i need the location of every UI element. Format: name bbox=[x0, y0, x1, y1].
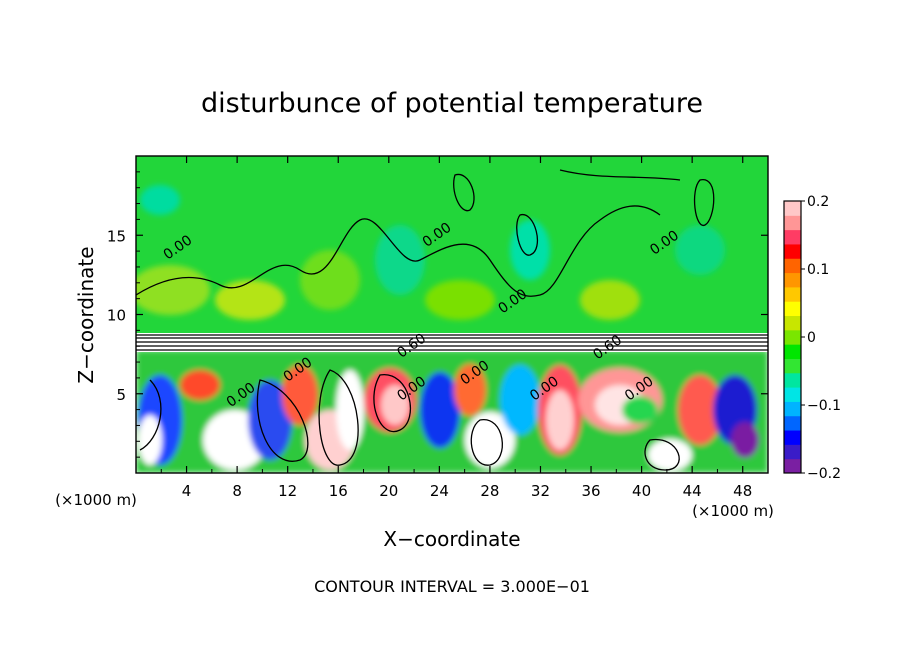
heatmap-field bbox=[136, 156, 768, 473]
colorbar-swatch bbox=[784, 286, 801, 302]
colorbar-swatch bbox=[784, 315, 801, 331]
colorbar-swatch bbox=[784, 358, 801, 374]
x-tick-label: 4 bbox=[182, 482, 192, 500]
colorbar-swatch bbox=[784, 258, 801, 274]
colorbar-tick-label: −0.1 bbox=[807, 398, 841, 414]
colorbar-swatch bbox=[784, 201, 801, 216]
x-tick-label: 16 bbox=[329, 482, 348, 500]
turbulence-blob bbox=[546, 390, 574, 450]
x-unit-left: (×1000 m) bbox=[55, 491, 137, 509]
colorbar-swatch bbox=[784, 430, 801, 445]
turbulence-blob bbox=[282, 365, 318, 425]
turbulence-blob bbox=[420, 372, 460, 448]
x-tick-label: 48 bbox=[733, 482, 752, 500]
colorbar-swatch bbox=[784, 272, 801, 288]
colorbar-swatch bbox=[784, 301, 801, 317]
colorbar-swatch bbox=[784, 458, 801, 474]
turbulence-blob bbox=[678, 375, 722, 445]
contour-lines bbox=[136, 169, 715, 471]
colorbar-swatch bbox=[784, 229, 801, 245]
colorbar-tick-label: 0.2 bbox=[807, 194, 829, 210]
x-axis-label: X−coordinate bbox=[383, 527, 520, 551]
inversion-lines bbox=[136, 334, 768, 351]
x-axis: 4 8 12 16 20 24 28 32 36 40 44 48 bbox=[160, 156, 752, 500]
colorbar-swatch bbox=[784, 415, 801, 431]
contour-interval-label: CONTOUR INTERVAL = 3.000E−01 bbox=[314, 577, 590, 596]
turbulence-blob bbox=[648, 439, 692, 471]
colorbar-swatch bbox=[784, 243, 801, 259]
upper-patch bbox=[375, 225, 425, 295]
colorbar-tick-label: −0.2 bbox=[807, 466, 841, 482]
turbulence-blob bbox=[180, 370, 220, 400]
x-tick-label: 32 bbox=[531, 482, 550, 500]
turbulence-blob bbox=[248, 380, 292, 460]
turbulence-blob bbox=[381, 385, 409, 425]
colorbar-ticks: 0.2 0.1 0 −0.1 −0.2 bbox=[801, 194, 841, 482]
x-tick-label: 44 bbox=[683, 482, 702, 500]
x-tick-label: 20 bbox=[379, 482, 398, 500]
y-axis: 5 10 15 bbox=[107, 171, 768, 458]
x-tick-label: 28 bbox=[480, 482, 499, 500]
x-tick-label: 36 bbox=[581, 482, 600, 500]
x-tick-label: 12 bbox=[278, 482, 297, 500]
upper-patch bbox=[300, 250, 360, 310]
y-axis-label: Z−coordinate bbox=[74, 246, 98, 383]
colorbar-swatch bbox=[784, 329, 801, 345]
x-tick-label: 8 bbox=[232, 482, 242, 500]
colorbar-swatch bbox=[784, 387, 801, 402]
upper-patch bbox=[136, 265, 210, 315]
colorbar-tick-label: 0 bbox=[807, 330, 816, 346]
turbulence-blob bbox=[138, 415, 162, 465]
x-tick-label: 40 bbox=[632, 482, 651, 500]
x-unit-right: (×1000 m) bbox=[692, 502, 774, 520]
colorbar-swatch bbox=[784, 372, 801, 388]
upper-patch bbox=[215, 280, 285, 320]
upper-patch bbox=[510, 220, 550, 280]
turbulence-blob bbox=[500, 365, 540, 435]
upper-patch bbox=[580, 280, 640, 320]
colorbar-swatch bbox=[784, 444, 801, 460]
colorbar bbox=[783, 200, 802, 474]
turbulence-blob bbox=[622, 396, 658, 424]
y-tick-label: 5 bbox=[116, 386, 126, 404]
upper-patch bbox=[140, 185, 180, 215]
x-tick-label: 24 bbox=[430, 482, 449, 500]
upper-patch bbox=[425, 280, 495, 320]
turbulence-blob bbox=[454, 364, 486, 416]
colorbar-tick-label: 0.1 bbox=[807, 262, 829, 278]
turbulence-blob bbox=[731, 422, 759, 458]
y-tick-label: 10 bbox=[107, 307, 126, 325]
turbulence-blob bbox=[336, 370, 364, 450]
turbulence-blob bbox=[465, 412, 515, 468]
colorbar-swatch bbox=[784, 401, 801, 417]
y-tick-label: 15 bbox=[107, 227, 126, 245]
colorbar-swatch bbox=[784, 215, 801, 231]
chart-title: disturbunce of potential temperature bbox=[201, 88, 703, 119]
colorbar-swatch bbox=[784, 344, 801, 359]
upper-patch bbox=[675, 225, 725, 275]
